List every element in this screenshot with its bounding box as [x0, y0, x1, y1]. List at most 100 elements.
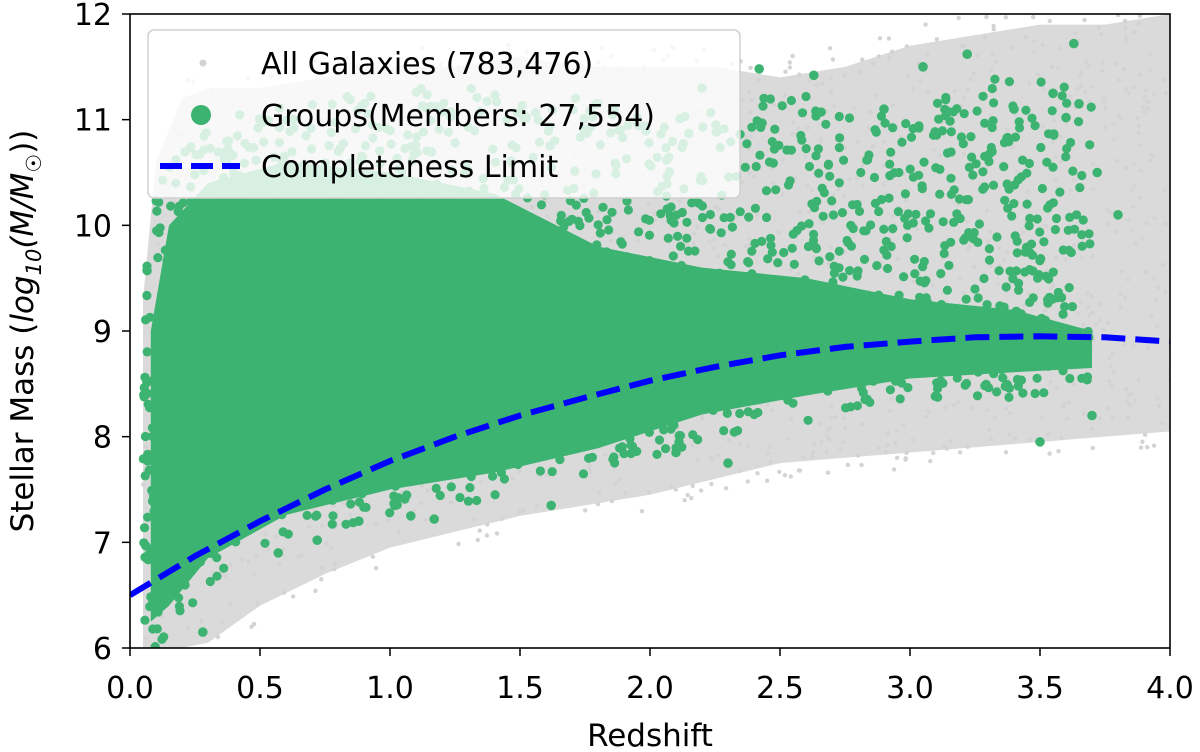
groups-point	[414, 349, 425, 359]
groups-point	[406, 354, 416, 364]
all-galaxies-point	[1123, 35, 1129, 40]
groups-point	[669, 420, 679, 430]
all-galaxies-point	[1160, 420, 1165, 426]
all-galaxies-point	[756, 78, 762, 83]
all-galaxies-point	[1027, 81, 1032, 86]
all-galaxies-point	[1090, 310, 1096, 315]
all-galaxies-point	[141, 482, 146, 487]
x-tick-label: 4.0	[1146, 671, 1194, 706]
groups-point	[499, 206, 509, 216]
groups-point	[143, 550, 153, 560]
all-galaxies-point	[1082, 89, 1088, 94]
all-galaxies-point	[885, 430, 890, 436]
groups-point	[841, 361, 851, 371]
groups-point	[393, 373, 403, 383]
groups-point	[387, 285, 397, 295]
groups-point	[740, 315, 750, 325]
groups-point	[1062, 144, 1072, 154]
groups-point	[1000, 195, 1010, 205]
groups-point	[297, 421, 307, 431]
all-galaxies-point	[840, 439, 846, 445]
all-galaxies-point	[818, 421, 823, 426]
all-galaxies-point	[842, 73, 847, 78]
all-galaxies-point	[617, 477, 622, 482]
groups-point	[1065, 373, 1075, 384]
all-galaxies-point	[842, 426, 848, 431]
groups-point	[378, 288, 388, 298]
groups-point	[795, 332, 806, 342]
groups-point	[198, 627, 208, 637]
groups-point	[1055, 187, 1065, 197]
groups-point	[233, 453, 243, 463]
groups-point	[811, 244, 822, 254]
all-galaxies-point	[957, 450, 963, 455]
groups-point	[1069, 346, 1079, 356]
groups-point	[972, 106, 982, 116]
all-galaxies-point	[499, 516, 504, 521]
groups-point	[750, 238, 760, 248]
groups-point	[459, 280, 469, 290]
groups-point	[245, 267, 255, 277]
groups-point	[894, 290, 904, 300]
groups-point	[751, 301, 761, 311]
groups-point	[245, 407, 255, 417]
groups-point	[895, 394, 905, 404]
all-galaxies-point	[602, 452, 608, 458]
groups-point	[992, 387, 1002, 397]
groups-point	[1074, 99, 1084, 109]
groups-point	[715, 371, 725, 381]
groups-point	[298, 377, 308, 387]
groups-point	[803, 241, 814, 252]
groups-point	[811, 286, 822, 296]
groups-point	[354, 516, 364, 526]
all-galaxies-point	[652, 211, 658, 217]
groups-point	[1037, 313, 1047, 323]
groups-point	[676, 241, 686, 251]
groups-point	[720, 338, 730, 349]
groups-point	[168, 265, 178, 275]
all-galaxies-point	[788, 474, 793, 479]
groups-point	[435, 490, 445, 501]
groups-point	[654, 381, 664, 391]
groups-point	[510, 325, 520, 335]
all-galaxies-point	[749, 134, 754, 139]
all-galaxies-point	[780, 157, 785, 162]
groups-point	[258, 273, 268, 283]
all-galaxies-point	[889, 396, 894, 402]
groups-point	[886, 147, 896, 157]
groups-point	[194, 443, 204, 453]
groups-point	[289, 423, 299, 433]
groups-point	[602, 215, 612, 225]
all-galaxies-point	[852, 105, 857, 111]
groups-point	[268, 424, 278, 434]
groups-point	[759, 301, 769, 311]
all-galaxies-point	[968, 244, 973, 249]
all-galaxies-point	[1050, 140, 1055, 145]
groups-point	[522, 359, 532, 369]
groups-point	[673, 231, 683, 241]
all-galaxies-point	[1138, 142, 1143, 148]
all-galaxies-point	[942, 119, 947, 125]
groups-point	[622, 196, 632, 206]
groups-point	[613, 345, 623, 355]
groups-point	[445, 298, 456, 308]
all-galaxies-point	[685, 492, 690, 498]
legend-completeness-label: Completeness Limit	[261, 150, 558, 185]
all-galaxies-point	[993, 59, 999, 64]
groups-point	[694, 383, 704, 393]
groups-point	[140, 471, 150, 481]
groups-point	[1048, 267, 1058, 277]
groups-point	[309, 474, 319, 484]
groups-point	[972, 391, 983, 401]
all-galaxies-point	[723, 486, 729, 491]
groups-point	[595, 228, 605, 238]
all-galaxies-point	[1053, 177, 1059, 182]
all-galaxies-point	[1118, 304, 1123, 310]
groups-point	[140, 431, 150, 442]
groups-point	[731, 336, 741, 347]
groups-point	[452, 300, 463, 310]
all-galaxies-point	[1149, 313, 1154, 318]
groups-point	[173, 207, 183, 217]
groups-point	[1043, 361, 1053, 371]
groups-point	[141, 541, 151, 551]
